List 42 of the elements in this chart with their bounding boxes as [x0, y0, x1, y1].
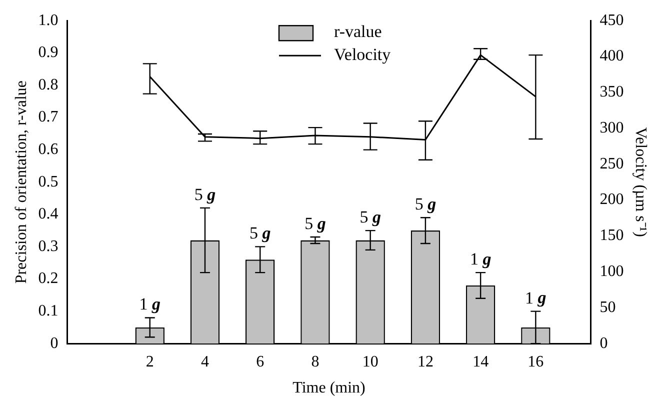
annotation: 5 g	[360, 207, 382, 227]
annotation: 5 g	[304, 214, 326, 233]
y2-tick-label: 250	[600, 155, 624, 172]
x-tick-label: 2	[146, 353, 154, 370]
legend-label: r-value	[334, 22, 382, 42]
y-tick-label: 0.5	[38, 173, 58, 190]
y2-tick-label: 200	[600, 191, 624, 208]
x-tick-label: 16	[528, 353, 544, 370]
y-tick-label: 0.3	[38, 238, 58, 255]
annotation: 1 g	[470, 249, 492, 269]
x-tick-label: 4	[200, 353, 209, 370]
y2-tick-label: 150	[600, 227, 624, 244]
y2-tick-label: 300	[600, 119, 624, 136]
y-tick-label: 0.9	[38, 44, 58, 62]
annotation: 1 g	[525, 288, 547, 308]
y2-tick-label: 350	[600, 84, 624, 101]
annotation: 5 g	[194, 184, 216, 204]
x-tick-label: 6	[256, 353, 264, 370]
annotation: 5 g	[414, 194, 437, 214]
y2-tick-label: 100	[600, 263, 624, 280]
y-tick-label: 0.4	[38, 206, 58, 223]
x-tick-label: 14	[472, 353, 489, 370]
annotation: 1 g	[139, 294, 161, 314]
x-tick-label: 8	[311, 353, 320, 370]
y-tick-label: 0.7	[38, 108, 58, 126]
x-axis-title: Time (min)	[292, 380, 366, 397]
y-tick-label: 0	[50, 334, 58, 352]
y-tick-label: 0.8	[38, 76, 58, 94]
x-tick-label: 10	[362, 353, 378, 370]
y-tick-label: 1.0	[38, 12, 58, 29]
y-tick-label: 0.1	[38, 302, 58, 320]
y-axis-title: Precision of orientation, r-value	[12, 80, 30, 284]
y2-tick-label: 0	[600, 334, 608, 352]
y2-axis-title: Velocity (µm s⁻¹)	[632, 127, 650, 237]
y2-tick-label: 400	[600, 48, 624, 65]
y-tick-label: 0.2	[38, 270, 58, 288]
x-tick-label: 12	[417, 353, 434, 370]
y-tick-label: 0.6	[38, 141, 58, 158]
legend-label: Velocity	[334, 45, 392, 64]
annotation: 5 g	[249, 224, 272, 243]
y2-tick-label: 50	[600, 298, 616, 316]
y2-tick-label: 450	[600, 12, 624, 29]
